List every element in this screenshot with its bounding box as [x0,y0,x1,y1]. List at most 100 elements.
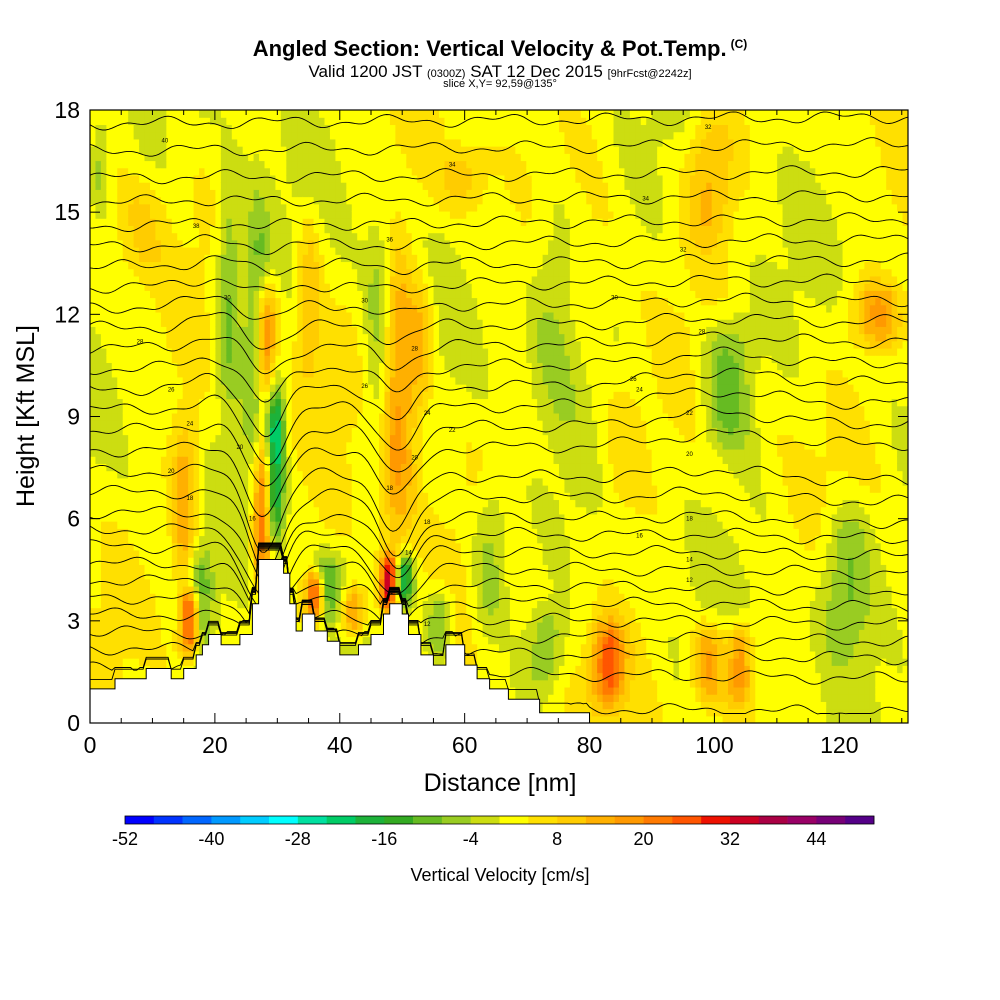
colorbar-tick-label: 44 [806,829,826,849]
theta-label: 18 [187,496,194,502]
theta-label: 22 [449,428,456,434]
terrain [90,559,908,723]
theta-label: 32 [680,248,687,254]
isentrope-line [90,331,908,375]
colorbar-swatch [787,816,817,824]
isentrope-line [90,252,908,276]
theta-label: 40 [162,139,169,145]
colorbar-tick-label: -16 [371,829,397,849]
colorbar-swatch [701,816,731,824]
x-axis-label: Distance [nm] [424,769,577,797]
colorbar-tick-label: -4 [463,829,479,849]
isentrope-line [90,387,908,466]
theta-label: 12 [686,578,693,584]
isentrope-line [90,212,908,232]
colorbar-swatch [125,816,155,824]
theta-label: 28 [137,340,144,346]
y-tick-label: 15 [54,199,80,225]
theta-label: 38 [193,224,200,230]
theta-label: 30 [611,295,618,301]
colorbar-swatch [211,816,241,824]
colorbar-swatch [729,816,760,824]
terrain-profile [90,559,908,723]
y-tick-label: 12 [54,301,80,327]
colorbar-swatch [182,816,212,824]
x-tick-label: 100 [695,732,733,758]
y-tick-label: 6 [67,506,80,532]
colorbar-swatch [441,816,471,824]
isentrope-line [90,312,908,350]
theta-label: 18 [686,517,693,523]
theta-label: 24 [187,421,194,427]
isentrope-line [90,543,908,615]
isentrope-line [90,545,908,647]
colorbar-swatch [557,816,587,824]
y-tick-label: 3 [67,608,80,634]
isentrope-line [90,273,908,294]
colorbar-swatch [585,816,616,824]
theta-label: 30 [224,295,231,301]
colorbar-swatch [499,816,529,824]
colorbar-frame [124,815,875,825]
isentrope-line [90,111,908,131]
theta-label: 16 [636,534,643,540]
theta-label: 12 [424,622,431,628]
isentrope-line [90,542,908,606]
isentrope-line [90,189,908,207]
isentrope-line [90,404,908,487]
x-tick-label: 60 [452,732,478,758]
colorbar-tick-label: -52 [112,829,138,849]
colorbar-tick-label: 32 [720,829,740,849]
theta-label: 20 [686,452,693,458]
y-tick-label: 18 [54,97,80,123]
theta-label: 26 [168,387,175,393]
colorbar-swatch [269,816,299,824]
theta-label: 20 [168,469,175,475]
isentrope-line [90,506,908,584]
theta-label: 24 [636,387,643,393]
colorbar-label: Vertical Velocity [cm/s] [410,865,589,885]
isentrope-line [90,165,908,185]
theta-label: 34 [449,163,456,169]
colorbar-swatch [672,816,702,824]
isentrope-line [90,549,908,715]
theta-label: 34 [642,197,649,203]
colorbar-swatch [413,816,443,824]
theta-label: 20 [237,445,244,451]
isentrope-line [90,544,908,624]
y-axis-label: Height [Kft MSL] [12,325,40,507]
theta-label: 24 [424,411,431,417]
theta-label: 22 [686,411,693,417]
potential-temperature-labels: 40 34 34 32 38 36 32 30 30 30 28 28 28 26 26 26 24 24 24 22… [137,125,713,628]
theta-label: 18 [386,486,393,492]
isentrope-line [90,367,908,437]
isentrope-line [90,137,908,157]
theta-label: 32 [705,125,712,131]
isentrope-line [90,539,908,612]
colorbar-tick-label: -28 [285,829,311,849]
theta-label: 26 [630,377,637,383]
isentrope-line [90,523,908,599]
colorbar-tick-label: 8 [552,829,562,849]
theta-label: 18 [424,520,431,526]
isentrope-line [90,292,908,320]
isentrope-line [90,346,908,403]
theta-label: 28 [411,346,418,352]
x-tick-label: 40 [327,732,353,758]
colorbar-swatch [153,816,183,824]
colorbar-swatch [845,816,875,824]
theta-label: 26 [361,384,368,390]
x-tick-label: 120 [820,732,858,758]
isentrope-line [90,463,908,553]
colorbar-swatch [614,816,644,824]
x-tick-label: 0 [84,732,97,758]
vertical-velocity-field [90,110,908,723]
colorbar-swatch [470,816,500,824]
chart-title: Angled Section: Vertical Velocity & Pot.… [252,36,748,61]
isentrope-line [90,233,908,255]
isentrope-line [90,484,908,573]
isentrope-line [90,429,908,518]
colorbar-swatch [816,816,846,824]
